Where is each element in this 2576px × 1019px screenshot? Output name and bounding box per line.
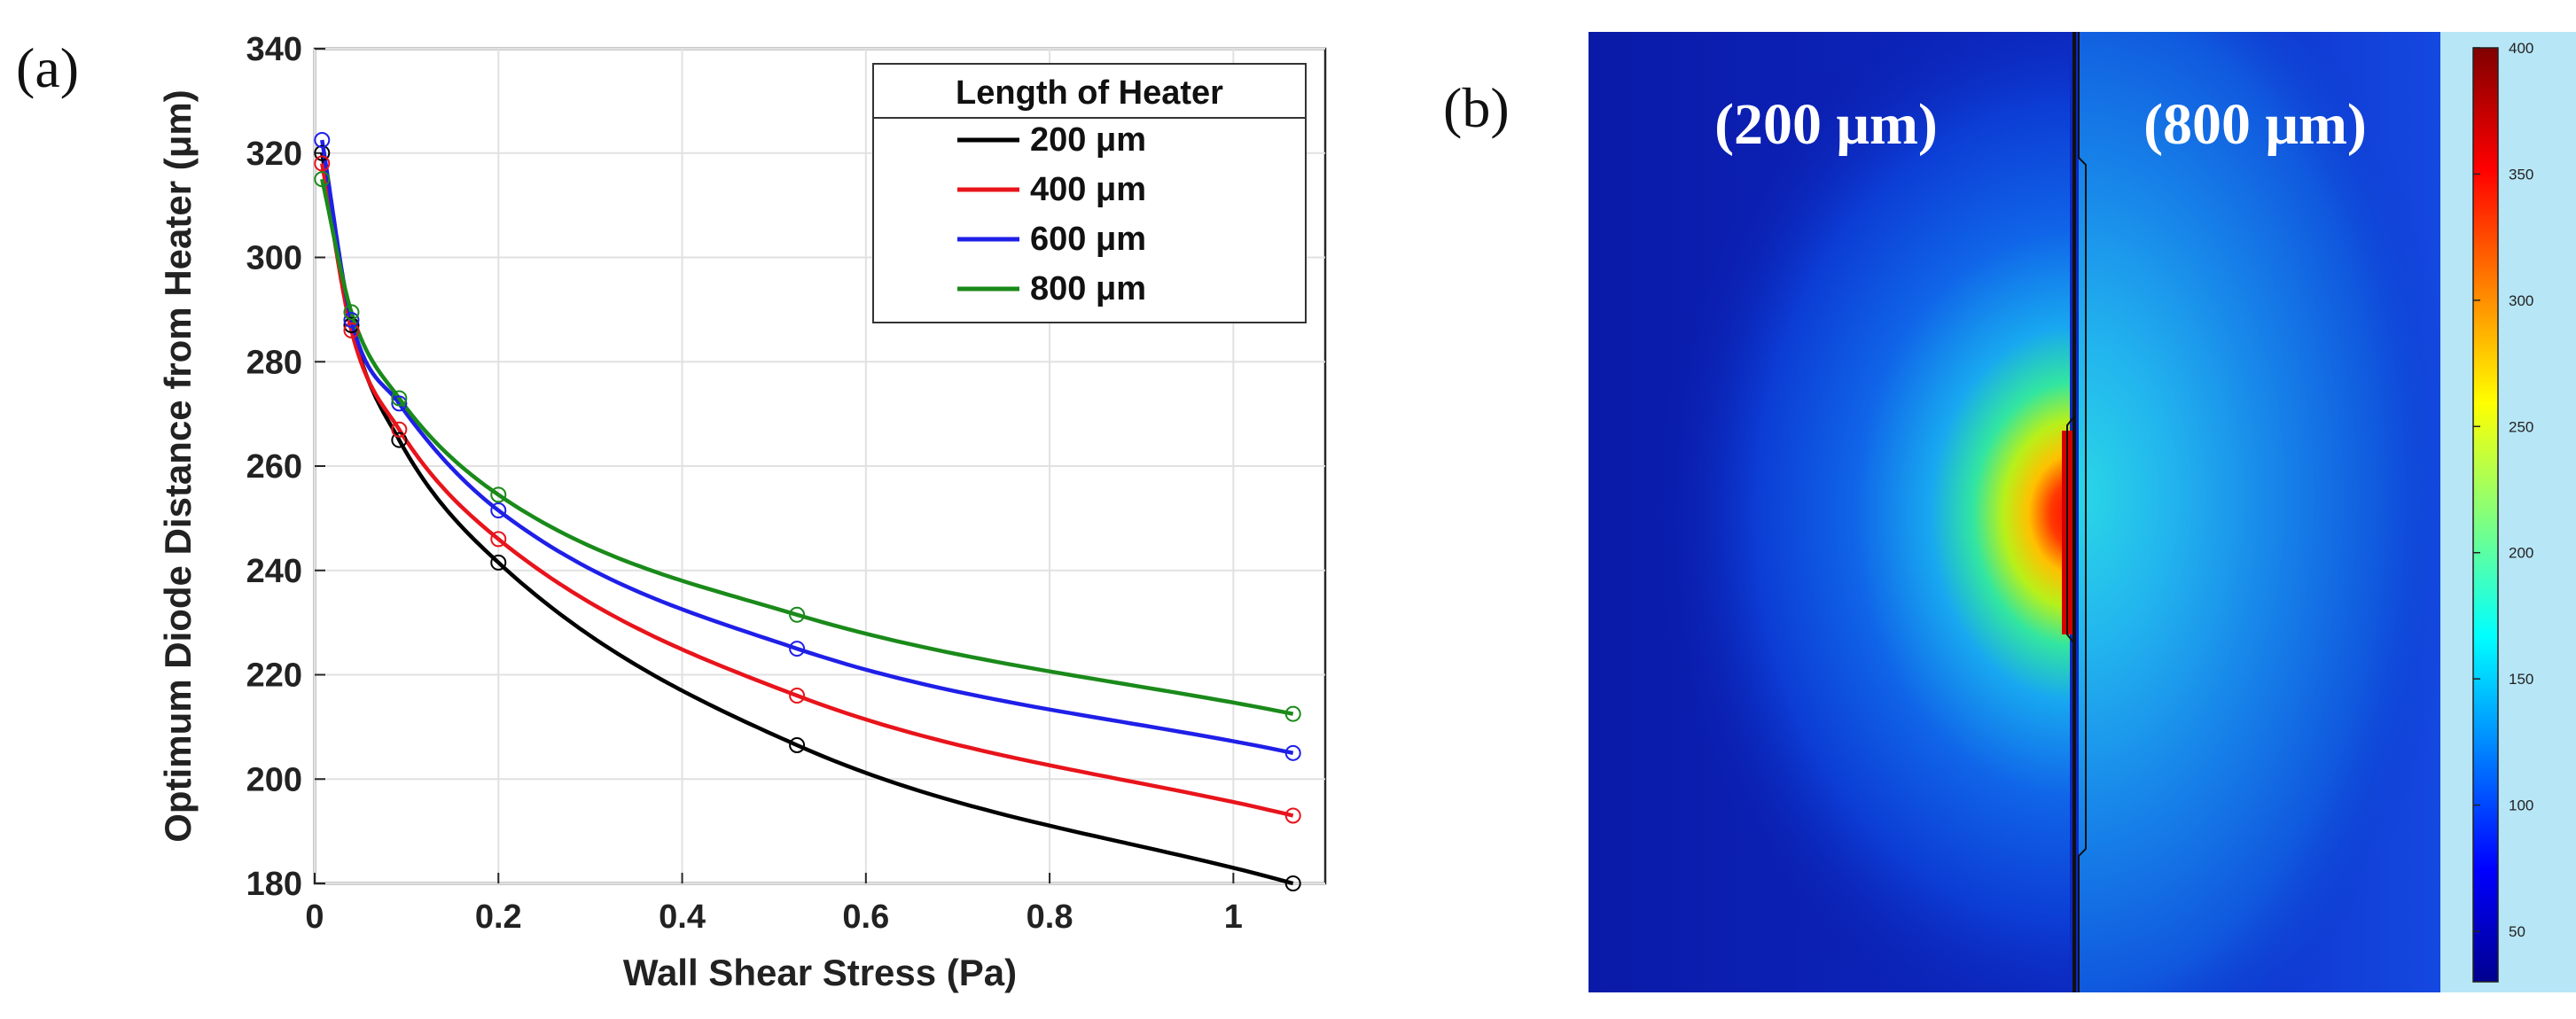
data-point bbox=[343, 317, 360, 334]
panel-b-label: (b) bbox=[1443, 76, 1510, 139]
data-point bbox=[490, 554, 507, 571]
heater-200-element bbox=[2062, 431, 2074, 634]
data-point bbox=[1284, 705, 1301, 722]
data-point bbox=[1284, 807, 1301, 824]
data-point bbox=[314, 171, 331, 188]
data-point bbox=[490, 531, 507, 548]
data-point bbox=[391, 421, 408, 438]
colorbar-tick-label: 400 bbox=[2509, 40, 2533, 57]
data-point bbox=[1284, 875, 1301, 891]
data-point bbox=[391, 390, 408, 407]
line-chart: 0 0.2 0.4 0.6 0.8 1 180 200 220 240 260 280 300 320 34… bbox=[157, 31, 1327, 993]
data-point bbox=[314, 144, 331, 161]
series-line-800m bbox=[320, 178, 1294, 716]
colorbar-ticks: 50 100 150 200 250 300 350 400 bbox=[2473, 40, 2533, 940]
y-tick-label: 280 bbox=[246, 344, 302, 381]
data-point bbox=[391, 395, 408, 412]
left-heater-label: (200 μm) bbox=[1714, 92, 1938, 157]
legend-entry: 200 μm bbox=[1030, 121, 1146, 159]
y-tick-label: 200 bbox=[246, 761, 302, 798]
x-tick-label: 1 bbox=[1224, 898, 1243, 936]
y-tick-label: 220 bbox=[246, 657, 302, 695]
colorbar-tick-label: 50 bbox=[2509, 923, 2525, 940]
series-lines bbox=[320, 139, 1294, 886]
data-point bbox=[789, 688, 806, 704]
x-tick-label: 0.2 bbox=[475, 898, 522, 936]
data-point bbox=[789, 606, 806, 623]
legend-title: Length of Heater bbox=[956, 74, 1223, 112]
simulation-background bbox=[1589, 32, 2440, 992]
legend-entry: 800 μm bbox=[1030, 270, 1146, 307]
colorbar bbox=[2472, 47, 2499, 983]
panel-a-label: (a) bbox=[16, 36, 80, 99]
right-heater-label: (800 μm) bbox=[2143, 92, 2367, 157]
series-markers bbox=[314, 132, 1301, 891]
colorbar-tick-label: 200 bbox=[2509, 545, 2533, 562]
y-tick-label: 260 bbox=[246, 448, 302, 486]
x-tick-label: 0.8 bbox=[1026, 898, 1073, 936]
colorbar-tick-label: 350 bbox=[2509, 166, 2533, 183]
y-tick-label: 240 bbox=[246, 553, 302, 590]
legend: Length of Heater 200 μm 400 μm 600 μm 800 μ… bbox=[872, 63, 1307, 323]
data-point bbox=[1284, 744, 1301, 761]
data-point bbox=[391, 432, 408, 448]
x-tick-label: 0 bbox=[305, 898, 324, 936]
y-tick-label: 320 bbox=[246, 136, 302, 173]
axis-ticks: 0 0.2 0.4 0.6 0.8 1 180 200 220 240 260 280 300 320 34… bbox=[246, 31, 1243, 936]
series-line-400m bbox=[320, 163, 1294, 818]
y-tick-label: 300 bbox=[246, 240, 302, 277]
data-point bbox=[343, 304, 360, 321]
legend-entry: 400 μm bbox=[1030, 171, 1146, 208]
heat-field-left bbox=[1589, 32, 2070, 992]
y-axis-title: Optimum Diode Distance from Heater (μm) bbox=[157, 89, 199, 843]
data-point bbox=[343, 322, 360, 338]
data-point bbox=[343, 312, 360, 329]
legend-entry: 600 μm bbox=[1030, 221, 1146, 258]
heater-200-outline bbox=[2066, 416, 2075, 644]
data-point bbox=[314, 155, 331, 172]
data-point bbox=[314, 132, 331, 149]
data-point bbox=[789, 736, 806, 753]
colorbar-tick-label: 300 bbox=[2509, 292, 2533, 309]
y-tick-label: 180 bbox=[246, 866, 302, 903]
y-tick-label: 340 bbox=[246, 31, 302, 68]
data-point bbox=[490, 486, 507, 503]
data-point bbox=[789, 641, 806, 657]
heater-800-outline bbox=[2078, 32, 2087, 992]
data-point bbox=[490, 502, 507, 519]
heat-field-right bbox=[2079, 32, 2440, 992]
colorbar-panel bbox=[2440, 32, 2576, 992]
legend-box bbox=[872, 63, 1307, 323]
colorbar-tick-label: 100 bbox=[2509, 797, 2533, 814]
x-tick-label: 0.6 bbox=[842, 898, 889, 936]
x-tick-label: 0.4 bbox=[659, 898, 706, 936]
x-axis-title: Wall Shear Stress (Pa) bbox=[623, 952, 1017, 993]
colorbar-tick-label: 250 bbox=[2509, 418, 2533, 435]
colorbar-tick-label: 150 bbox=[2509, 671, 2533, 688]
